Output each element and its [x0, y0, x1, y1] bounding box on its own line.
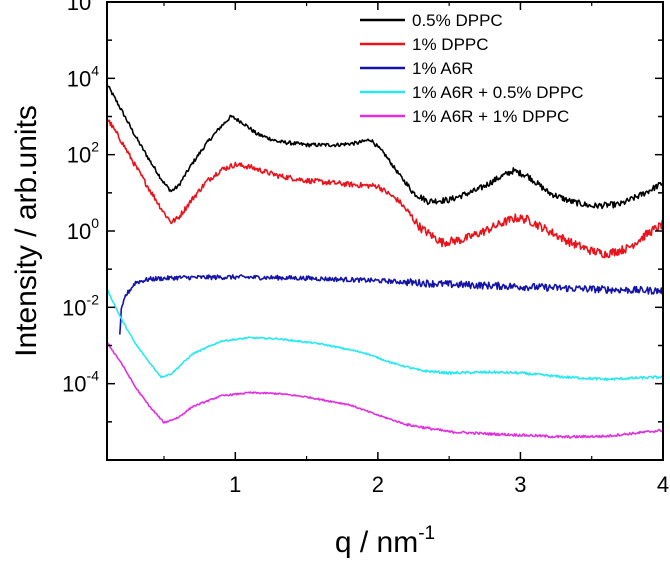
- x-axis-title-text: q / nm: [335, 526, 418, 559]
- legend-label-2: 1% A6R: [412, 59, 473, 78]
- x-tick-label: 3: [514, 472, 526, 497]
- legend-label-0: 0.5% DPPC: [412, 11, 503, 30]
- series-line-0: [106, 83, 664, 210]
- y-axis-title: Intensity / arb.units: [10, 105, 43, 357]
- y-tick-label: 104: [67, 62, 99, 91]
- x-tick-label: 1: [229, 472, 241, 497]
- y-tick-label: 102: [67, 139, 99, 168]
- y-tick-label: 10-2: [62, 291, 99, 320]
- series-line-4: [106, 342, 664, 439]
- legend-label-4: 1% A6R + 1% DPPC: [412, 107, 569, 126]
- y-tick-label: 106: [67, 0, 99, 15]
- x-tick-label: 2: [372, 472, 384, 497]
- legend: 0.5% DPPC 1% DPPC 1% A6R 1% A6R + 0.5% DPPC…: [360, 11, 584, 126]
- series-line-3: [106, 288, 664, 382]
- series-layer: [106, 83, 664, 439]
- y-tick-label: 10-4: [62, 368, 99, 397]
- series-line-1: [106, 118, 664, 259]
- legend-label-1: 1% DPPC: [412, 35, 489, 54]
- legend-label-3: 1% A6R + 0.5% DPPC: [412, 83, 584, 102]
- tick-layer: 1 2 3 4 10-4 10-2 100 102 104 106: [62, 0, 669, 497]
- series-line-2: [119, 274, 664, 335]
- x-axis-title-superscript: -1: [418, 523, 435, 544]
- x-tick-label: 4: [657, 472, 669, 497]
- y-tick-label: 100: [67, 215, 99, 244]
- x-axis-title: q / nm-1: [335, 523, 435, 559]
